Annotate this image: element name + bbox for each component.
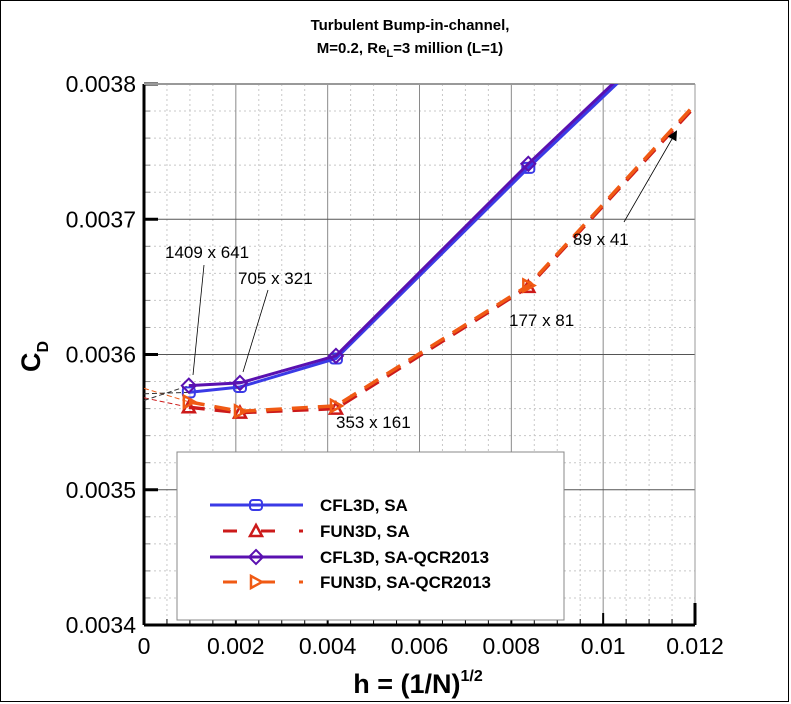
x-axis-title: h = (1/N)1/2 bbox=[353, 668, 483, 699]
legend-label: CFL3D, SA bbox=[320, 496, 408, 515]
triangle-up-legend-icon bbox=[247, 522, 265, 538]
leader-line bbox=[242, 289, 269, 373]
y-tick-label: 0.0035 bbox=[66, 477, 136, 503]
diamond-marker-icon bbox=[231, 374, 249, 392]
series-line bbox=[188, 103, 695, 415]
annotation-label: 353 x 161 bbox=[336, 413, 411, 432]
y-tick-label: 0.0037 bbox=[66, 206, 136, 232]
series-line bbox=[188, 84, 619, 394]
annotations: 1409 x 641 705 x 321 353 x 161 177 x 81 89 x… bbox=[165, 130, 678, 432]
leader-line bbox=[192, 264, 205, 376]
legend-item: CFL3D, SA-QCR2013 bbox=[210, 548, 489, 567]
triangle-right-marker-icon bbox=[329, 397, 345, 415]
series-line bbox=[188, 84, 615, 388]
diamond-legend-icon bbox=[247, 548, 265, 566]
y-tick-label: 0.0036 bbox=[66, 342, 136, 368]
legend: CFL3D, SA FUN3D, SA CFL3D, SA-QCR2013 FUN3D… bbox=[176, 451, 565, 621]
x-tick-label: 0.002 bbox=[207, 633, 265, 659]
legend-label: FUN3D, SA bbox=[320, 522, 410, 541]
x-tick-label: 0.01 bbox=[581, 633, 626, 659]
chart-subtitle: M=0.2, ReL=3 million (L=1) bbox=[317, 40, 503, 60]
legend-label: CFL3D, SA-QCR2013 bbox=[320, 548, 489, 567]
triangle-right-marker-icon bbox=[233, 403, 249, 420]
annotation-label: 177 x 81 bbox=[509, 311, 574, 330]
chart-title: Turbulent Bump-in-channel, bbox=[311, 17, 510, 34]
extrapolation-line bbox=[144, 397, 189, 408]
triangle-right-marker-icon bbox=[522, 277, 537, 294]
series-line bbox=[188, 101, 695, 414]
x-tick-label: 0 bbox=[138, 633, 151, 659]
annotation-label: 1409 x 641 bbox=[165, 243, 249, 262]
triangle-right-marker-icon bbox=[182, 393, 198, 410]
legend-label: FUN3D, SA-QCR2013 bbox=[320, 573, 491, 592]
series-fun3d-sa-qcr2013 bbox=[182, 101, 695, 420]
annotation-label: 705 x 321 bbox=[238, 269, 313, 288]
annotation-label: 89 x 41 bbox=[573, 230, 629, 249]
legend-item: CFL3D, SA bbox=[210, 496, 408, 515]
x-tick-label: 0.008 bbox=[483, 633, 541, 659]
diamond-marker-icon bbox=[519, 155, 537, 173]
y-tick-label: 0.0034 bbox=[66, 612, 137, 638]
diamond-marker-icon bbox=[180, 377, 198, 395]
data-series bbox=[144, 84, 695, 420]
tick-labels: 0 0.002 0.004 0.006 0.008 0.01 0.012 0.0034 0.00… bbox=[66, 71, 724, 659]
square-legend-icon bbox=[249, 499, 263, 511]
series-cfl3d-sa-qcr2013 bbox=[180, 84, 615, 395]
legend-item: FUN3D, SA bbox=[223, 522, 410, 541]
x-tick-label: 0.012 bbox=[666, 633, 724, 659]
axes bbox=[142, 82, 697, 627]
triangle-right-legend-icon bbox=[249, 573, 265, 591]
diamond-marker-icon bbox=[327, 347, 345, 365]
x-tick-label: 0.006 bbox=[391, 633, 449, 659]
y-tick-label: 0.0038 bbox=[66, 71, 136, 97]
y-axis-title: CD bbox=[16, 341, 52, 372]
series-cfl3d-sa bbox=[181, 84, 619, 399]
x-tick-label: 0.004 bbox=[299, 633, 357, 659]
legend-item: FUN3D, SA-QCR2013 bbox=[223, 573, 491, 592]
legend-box bbox=[176, 451, 565, 621]
arrow-line bbox=[623, 130, 678, 223]
